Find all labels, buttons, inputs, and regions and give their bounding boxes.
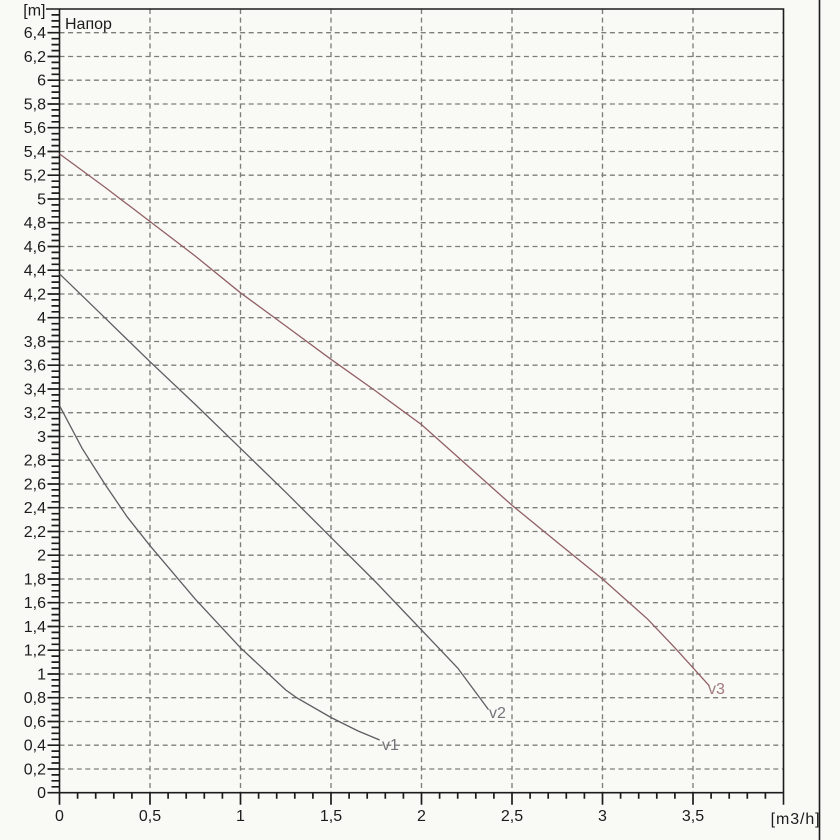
svg-text:0: 0	[55, 808, 64, 825]
svg-text:0,2: 0,2	[24, 762, 46, 779]
svg-text:[m]: [m]	[23, 3, 45, 20]
svg-text:6: 6	[37, 73, 46, 90]
svg-text:1,6: 1,6	[24, 595, 46, 612]
svg-text:2,4: 2,4	[24, 500, 46, 517]
svg-text:v1: v1	[382, 737, 399, 754]
svg-text:2: 2	[37, 548, 46, 565]
svg-text:3: 3	[37, 429, 46, 446]
svg-text:0,5: 0,5	[139, 808, 161, 825]
svg-text:5,2: 5,2	[24, 168, 46, 185]
svg-text:3: 3	[598, 808, 607, 825]
svg-text:[m3/h]: [m3/h]	[771, 811, 821, 828]
svg-text:0,4: 0,4	[24, 738, 46, 755]
svg-text:0,6: 0,6	[24, 714, 46, 731]
svg-text:5,6: 5,6	[24, 120, 46, 137]
svg-text:1,2: 1,2	[24, 643, 46, 660]
svg-text:v3: v3	[708, 681, 725, 698]
svg-text:3,2: 3,2	[24, 405, 46, 422]
svg-text:4,8: 4,8	[24, 215, 46, 232]
svg-text:6,2: 6,2	[24, 49, 46, 66]
svg-text:4,4: 4,4	[24, 263, 46, 280]
svg-text:1: 1	[236, 808, 245, 825]
svg-text:5,8: 5,8	[24, 97, 46, 114]
svg-text:6,4: 6,4	[24, 25, 46, 42]
svg-text:2,8: 2,8	[24, 453, 46, 470]
svg-text:3,4: 3,4	[24, 382, 46, 399]
svg-text:3,6: 3,6	[24, 358, 46, 375]
svg-text:4,2: 4,2	[24, 287, 46, 304]
svg-text:2,5: 2,5	[501, 808, 523, 825]
svg-text:v2: v2	[489, 705, 506, 722]
svg-text:3,5: 3,5	[682, 808, 704, 825]
svg-text:1: 1	[37, 667, 46, 684]
svg-text:1,5: 1,5	[320, 808, 342, 825]
svg-text:0,8: 0,8	[24, 690, 46, 707]
svg-text:2: 2	[417, 808, 426, 825]
svg-text:1,8: 1,8	[24, 572, 46, 589]
svg-text:2,6: 2,6	[24, 477, 46, 494]
svg-text:4,6: 4,6	[24, 239, 46, 256]
svg-text:2,2: 2,2	[24, 524, 46, 541]
svg-text:1,4: 1,4	[24, 619, 46, 636]
svg-text:5,4: 5,4	[24, 144, 46, 161]
svg-text:5: 5	[37, 192, 46, 209]
svg-text:4: 4	[37, 310, 46, 327]
svg-text:Напор: Напор	[65, 16, 112, 33]
svg-text:0: 0	[37, 785, 46, 802]
svg-text:3,8: 3,8	[24, 334, 46, 351]
